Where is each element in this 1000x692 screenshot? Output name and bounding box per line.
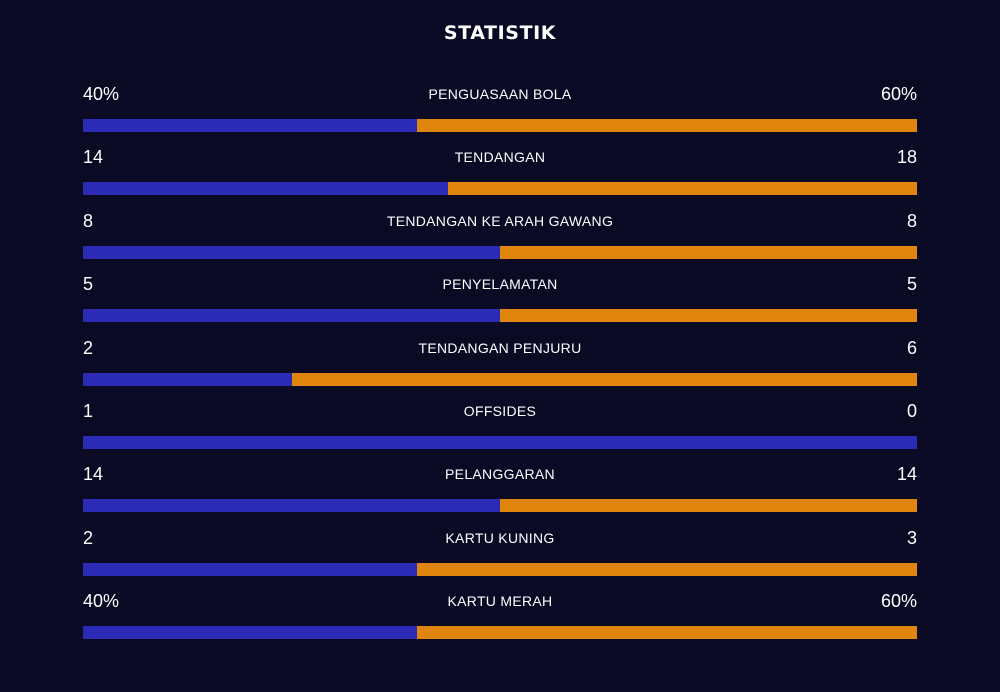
away-value: 6 [906,337,917,358]
stat-label: TENDANGAN [454,149,546,166]
home-value: 1 [83,400,94,421]
home-value: 2 [83,337,94,358]
comparison-bar [83,309,917,323]
stat-values: PENYELAMATAN 5 5 [83,270,917,298]
stat-label: PENYELAMATAN [442,276,558,293]
stat-row-tendangan-ke-arah-gawang: TENDANGAN KE ARAH GAWANG 8 8 [83,207,917,270]
home-value: 8 [83,210,94,231]
home-bar-segment [83,372,292,386]
home-value: 40% [83,591,120,612]
away-bar-segment [416,626,917,640]
comparison-bar [83,119,917,132]
stat-label: TENDANGAN KE ARAH GAWANG [386,212,614,229]
stat-values: OFFSIDES 1 0 [83,397,917,425]
away-value: 14 [896,464,917,485]
stat-values: TENDANGAN 14 18 [83,143,917,171]
stat-values: TENDANGAN KE ARAH GAWANG 8 8 [83,207,917,235]
away-bar-segment [500,245,917,259]
stats-list: PENGUASAAN BOLA 40% 60% TENDANGAN 14 18 TENDAN… [83,80,917,651]
comparison-bar [83,499,917,513]
comparison-bar [83,626,917,640]
away-bar-segment [500,499,917,513]
stat-row-pelanggaran: PELANGGARAN 14 14 [83,460,917,523]
away-bar-segment [500,309,917,323]
home-bar-segment [83,119,417,132]
stat-label: OFFSIDES [463,402,537,419]
home-value: 14 [83,147,104,168]
stat-row-kartu-kuning: KARTU KUNING 2 3 [83,524,917,587]
stat-row-tendangan-penjuru: TENDANGAN PENJURU 2 6 [83,334,917,397]
away-bar-segment [416,562,917,576]
home-bar-segment [83,245,500,259]
stat-label: KARTU MERAH [447,593,553,610]
home-value: 40% [83,84,120,104]
away-value: 60% [880,591,917,612]
stat-row-offsides: OFFSIDES 1 0 [83,397,917,460]
away-bar-segment [447,182,917,196]
home-bar-segment [83,626,417,640]
home-value: 14 [83,464,104,485]
away-value: 8 [906,210,917,231]
away-bar-segment [416,119,917,132]
home-bar-segment [83,499,500,513]
stat-row-tendangan: TENDANGAN 14 18 [83,143,917,206]
stat-values: TENDANGAN PENJURU 2 6 [83,334,917,362]
stat-values: PENGUASAAN BOLA 40% 60% [83,80,917,108]
away-value: 60% [880,84,917,104]
stat-label: PELANGGARAN [445,466,555,483]
comparison-bar [83,245,917,259]
home-bar-segment [83,562,417,576]
away-value: 18 [896,147,917,168]
stat-label: KARTU KUNING [445,529,555,546]
comparison-bar [83,562,917,576]
stat-values: KARTU MERAH 40% 60% [83,587,917,615]
stat-row-penguasaan-bola: PENGUASAAN BOLA 40% 60% [83,80,917,143]
away-value: 5 [906,274,917,295]
away-value: 0 [906,400,917,421]
away-bar-segment [291,372,917,386]
stat-label: PENGUASAAN BOLA [428,86,572,102]
comparison-bar [83,372,917,386]
panel-title: STATISTIK [443,22,557,44]
stat-values: PELANGGARAN 14 14 [83,460,917,488]
stat-row-penyelamatan: PENYELAMATAN 5 5 [83,270,917,333]
away-value: 3 [906,527,917,548]
home-bar-segment [83,309,500,323]
stat-row-kartu-merah: KARTU MERAH 40% 60% [83,587,917,650]
home-value: 2 [83,527,94,548]
comparison-bar [83,435,917,449]
comparison-bar [83,182,917,196]
home-value: 5 [83,274,94,295]
stat-label: TENDANGAN PENJURU [418,339,582,356]
home-bar-segment [83,435,917,449]
home-bar-segment [83,182,448,196]
stat-values: KARTU KUNING 2 3 [83,524,917,552]
